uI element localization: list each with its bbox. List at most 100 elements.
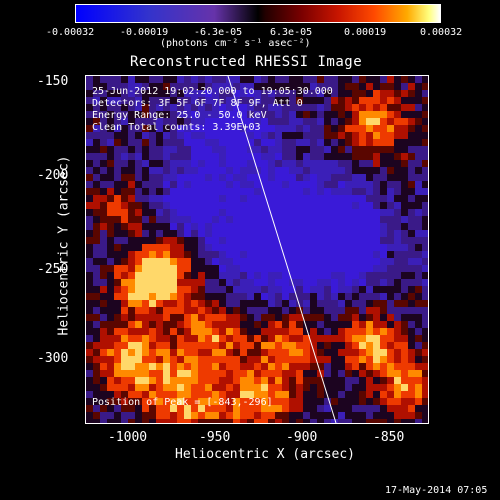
image-pixel xyxy=(352,146,359,153)
image-pixel xyxy=(401,356,408,363)
image-pixel xyxy=(366,181,373,188)
image-pixel xyxy=(198,223,205,230)
image-pixel xyxy=(163,202,170,209)
image-pixel xyxy=(352,279,359,286)
image-pixel xyxy=(310,90,317,97)
image-pixel xyxy=(128,76,135,83)
image-pixel xyxy=(345,307,352,314)
image-pixel xyxy=(310,153,317,160)
image-pixel xyxy=(100,398,107,405)
image-pixel xyxy=(163,223,170,230)
image-pixel xyxy=(338,328,345,335)
image-pixel xyxy=(282,160,289,167)
image-pixel xyxy=(184,328,191,335)
image-pixel xyxy=(149,160,156,167)
image-pixel xyxy=(170,244,177,251)
image-pixel xyxy=(415,230,422,237)
image-pixel xyxy=(415,391,422,398)
image-pixel xyxy=(240,181,247,188)
image-pixel xyxy=(352,258,359,265)
image-pixel xyxy=(163,314,170,321)
image-pixel xyxy=(121,160,128,167)
image-pixel xyxy=(275,76,282,83)
image-pixel xyxy=(366,279,373,286)
image-pixel xyxy=(289,398,296,405)
image-pixel xyxy=(324,90,331,97)
image-pixel xyxy=(247,216,254,223)
image-pixel xyxy=(296,265,303,272)
image-pixel xyxy=(240,209,247,216)
image-pixel xyxy=(310,286,317,293)
image-pixel xyxy=(86,104,93,111)
image-pixel xyxy=(373,328,380,335)
image-pixel xyxy=(331,160,338,167)
image-pixel xyxy=(387,181,394,188)
image-pixel xyxy=(254,153,261,160)
image-pixel xyxy=(387,377,394,384)
image-pixel xyxy=(226,405,233,412)
image-pixel xyxy=(380,335,387,342)
image-pixel xyxy=(359,405,366,412)
image-pixel xyxy=(93,307,100,314)
image-pixel xyxy=(135,314,142,321)
colorbar-tick: -6.3e-05 xyxy=(194,27,243,38)
image-pixel xyxy=(331,258,338,265)
image-pixel xyxy=(352,188,359,195)
image-pixel xyxy=(233,272,240,279)
image-pixel xyxy=(422,265,428,272)
image-pixel xyxy=(219,370,226,377)
image-pixel xyxy=(268,363,275,370)
image-pixel xyxy=(205,230,212,237)
image-pixel xyxy=(240,139,247,146)
image-pixel xyxy=(352,97,359,104)
image-pixel xyxy=(163,412,170,419)
image-pixel xyxy=(415,356,422,363)
image-pixel xyxy=(86,328,93,335)
image-pixel xyxy=(226,181,233,188)
image-pixel xyxy=(226,272,233,279)
image-pixel xyxy=(338,258,345,265)
image-pixel xyxy=(149,321,156,328)
image-pixel xyxy=(303,272,310,279)
image-pixel xyxy=(149,279,156,286)
image-pixel xyxy=(191,146,198,153)
image-pixel xyxy=(177,314,184,321)
image-pixel xyxy=(212,265,219,272)
image-pixel xyxy=(352,342,359,349)
image-pixel xyxy=(128,202,135,209)
image-pixel xyxy=(233,181,240,188)
image-pixel xyxy=(177,160,184,167)
image-pixel xyxy=(191,398,198,405)
image-pixel xyxy=(240,321,247,328)
image-pixel xyxy=(163,377,170,384)
image-pixel xyxy=(226,412,233,419)
image-pixel xyxy=(184,335,191,342)
image-pixel xyxy=(352,223,359,230)
image-pixel xyxy=(317,342,324,349)
image-pixel xyxy=(303,335,310,342)
image-pixel xyxy=(331,412,338,419)
image-pixel xyxy=(114,209,121,216)
image-pixel xyxy=(128,97,135,104)
image-pixel xyxy=(261,377,268,384)
image-pixel xyxy=(345,118,352,125)
image-pixel xyxy=(289,202,296,209)
image-pixel xyxy=(240,167,247,174)
image-pixel xyxy=(352,363,359,370)
image-pixel xyxy=(114,286,121,293)
image-pixel xyxy=(345,335,352,342)
image-pixel xyxy=(303,167,310,174)
image-pixel xyxy=(387,160,394,167)
image-pixel xyxy=(331,370,338,377)
image-pixel xyxy=(296,97,303,104)
image-pixel xyxy=(170,160,177,167)
image-pixel xyxy=(359,321,366,328)
image-pixel xyxy=(226,153,233,160)
image-pixel xyxy=(163,90,170,97)
image-pixel xyxy=(114,118,121,125)
image-pixel xyxy=(415,181,422,188)
image-pixel xyxy=(366,223,373,230)
image-pixel xyxy=(408,314,415,321)
image-pixel xyxy=(415,363,422,370)
image-pixel xyxy=(359,209,366,216)
